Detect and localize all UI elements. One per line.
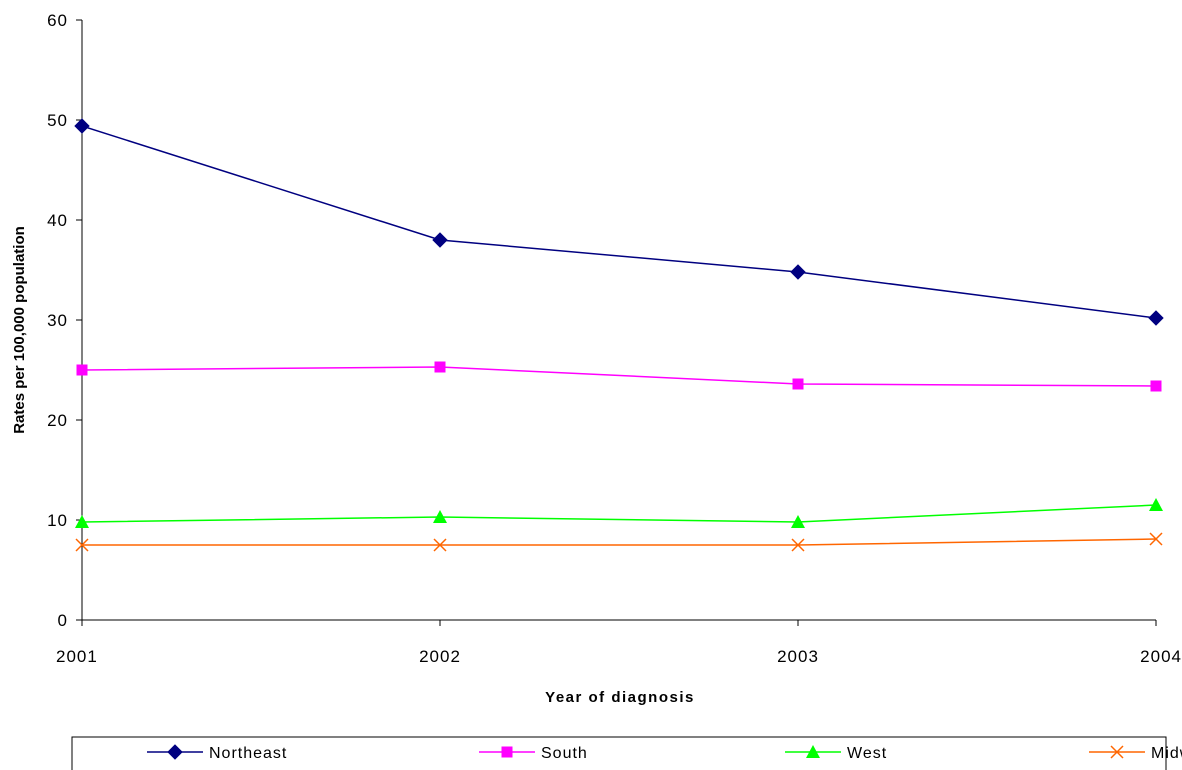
y-axis-title: Rates per 100,000 population: [11, 226, 28, 434]
y-tick-label: 50: [47, 111, 68, 130]
data-point: [75, 538, 89, 552]
x-tick-label: 2002: [419, 647, 461, 666]
series-line: [81, 125, 1157, 319]
series-line: [81, 504, 1157, 523]
series-line: [81, 366, 1157, 387]
plot-area: 0 10 20 30 40 50 60 2001 2002 2003 2004: [47, 11, 1182, 666]
data-point: [791, 515, 805, 528]
data-point: [791, 538, 805, 552]
series-northeast: [74, 118, 1164, 326]
data-point: [1149, 498, 1163, 511]
legend-item-west: West: [785, 745, 887, 762]
x-ticks: 2001 2002 2003 2004: [56, 620, 1182, 666]
data-point: [432, 232, 448, 248]
legend-item-northeast: Northeast: [147, 744, 287, 762]
x-tick-label: 2001: [56, 647, 98, 666]
data-point: [433, 538, 447, 552]
data-point: [433, 510, 447, 523]
legend-label: West: [847, 745, 887, 762]
data-point: [434, 361, 446, 373]
y-tick-label: 60: [47, 11, 68, 30]
data-point: [792, 378, 804, 390]
y-ticks: 0 10 20 30 40 50 60: [47, 11, 82, 630]
y-tick-label: 20: [47, 411, 68, 430]
legend-label: Northeast: [209, 745, 287, 762]
data-point: [1148, 310, 1164, 326]
series-layer: [74, 118, 1164, 552]
legend-item-midwest: Midwest: [1089, 745, 1182, 762]
series-west: [75, 498, 1163, 528]
legend-marker: [1110, 745, 1124, 759]
legend-marker: [501, 746, 513, 758]
y-tick-label: 0: [58, 611, 68, 630]
y-tick-label: 10: [47, 511, 68, 530]
data-point: [75, 515, 89, 528]
data-point: [74, 118, 90, 134]
series-midwest: [75, 532, 1163, 552]
data-point: [790, 264, 806, 280]
x-tick-label: 2003: [777, 647, 819, 666]
series-line: [82, 538, 1157, 546]
x-axis-title: Year of diagnosis: [545, 689, 695, 706]
legend-box: [71, 736, 1167, 770]
data-point: [1150, 380, 1162, 392]
data-point: [1149, 532, 1163, 546]
legend-label: Midwest: [1151, 745, 1182, 762]
legend-marker: [167, 744, 183, 760]
x-tick-label: 2004: [1140, 647, 1182, 666]
data-point: [76, 364, 88, 376]
y-tick-label: 30: [47, 311, 68, 330]
legend-marker: [806, 745, 820, 758]
legend-item-south: South: [479, 745, 588, 762]
legend: Northeast South West Midwest: [71, 736, 1182, 770]
legend-label: South: [541, 745, 588, 762]
y-tick-label: 40: [47, 211, 68, 230]
series-south: [76, 361, 1162, 392]
